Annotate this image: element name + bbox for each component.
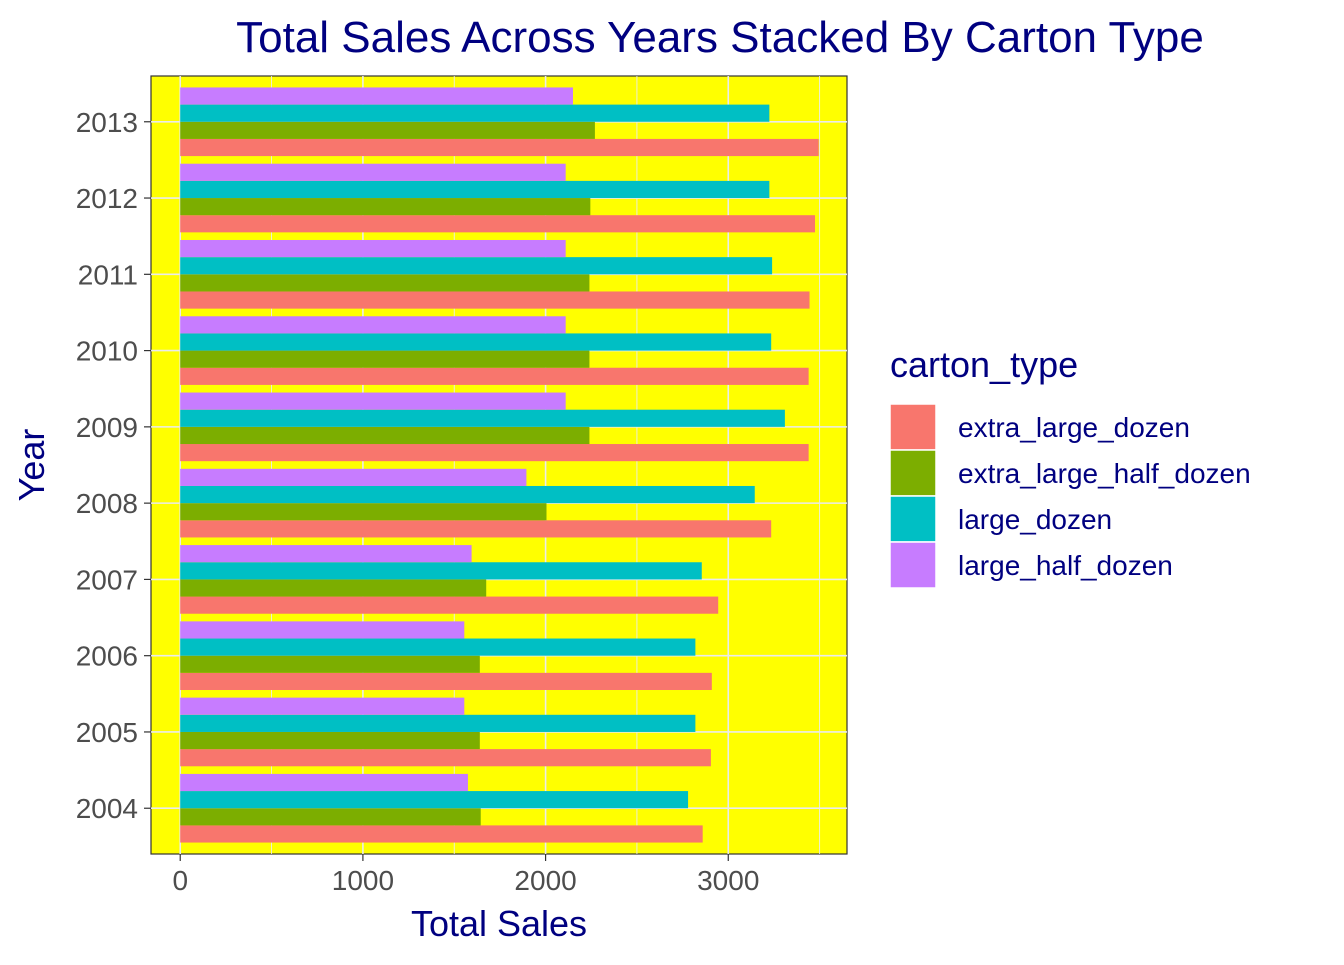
x-axis-title: Total Sales (411, 903, 587, 944)
bar-extra_large_half_dozen-2004 (180, 808, 481, 826)
bar-large_dozen-2008 (180, 485, 755, 504)
legend-label-extra_large_half_dozen: extra_large_half_dozen (958, 458, 1251, 489)
bar-large_half_dozen-2012 (180, 163, 566, 181)
bar-large_dozen-2006 (180, 638, 696, 656)
legend-label-large_half_dozen: large_half_dozen (958, 550, 1173, 581)
legend-title: carton_type (890, 344, 1078, 385)
bar-extra_large_dozen-2009 (180, 444, 809, 462)
bar-large_half_dozen-2008 (180, 468, 527, 486)
bar-extra_large_half_dozen-2013 (180, 121, 595, 139)
y-tick-label: 2010 (76, 336, 138, 367)
bar-large_dozen-2007 (180, 562, 702, 580)
y-tick-label: 2009 (76, 412, 138, 443)
y-tick-label: 2005 (76, 717, 138, 748)
bar-large_half_dozen-2005 (180, 697, 465, 715)
bar-extra_large_dozen-2007 (180, 596, 719, 614)
bar-extra_large_half_dozen-2011 (180, 274, 590, 292)
bar-extra_large_dozen-2008 (180, 520, 772, 538)
legend-swatch-extra_large_dozen (889, 403, 937, 451)
bar-large_dozen-2012 (180, 180, 770, 199)
x-tick-label: 3000 (697, 865, 759, 896)
bar-large_half_dozen-2006 (180, 621, 465, 639)
bar-extra_large_dozen-2010 (180, 367, 809, 385)
chart-title: Total Sales Across Years Stacked By Cart… (236, 13, 1204, 62)
x-tick-label: 0 (172, 865, 188, 896)
bar-large_dozen-2011 (180, 257, 773, 275)
bar-extra_large_dozen-2004 (180, 825, 703, 843)
bar-extra_large_dozen-2011 (180, 291, 810, 309)
bar-large_half_dozen-2010 (180, 316, 566, 334)
bar-extra_large_dozen-2006 (180, 672, 712, 691)
bar-extra_large_dozen-2005 (180, 749, 711, 767)
legend-swatch-large_dozen (889, 495, 937, 543)
bar-large_half_dozen-2004 (180, 773, 468, 792)
y-tick-label: 2012 (76, 183, 138, 214)
bar-extra_large_dozen-2013 (180, 138, 819, 157)
y-tick-label: 2011 (78, 259, 138, 290)
bar-large_dozen-2004 (180, 791, 689, 809)
bar-large_dozen-2009 (180, 409, 785, 427)
bar-large_half_dozen-2011 (180, 239, 566, 258)
x-tick-label: 2000 (514, 865, 576, 896)
bar-large_half_dozen-2009 (180, 392, 566, 410)
legend-label-extra_large_dozen: extra_large_dozen (958, 412, 1190, 443)
bar-large_dozen-2010 (180, 333, 772, 351)
x-tick-label: 1000 (332, 865, 394, 896)
y-tick-label: 2008 (76, 488, 138, 519)
bar-extra_large_half_dozen-2005 (180, 731, 480, 750)
bar-extra_large_half_dozen-2006 (180, 655, 480, 673)
y-axis-title: Year (11, 429, 52, 502)
bar-extra_large_half_dozen-2009 (180, 426, 590, 445)
legend: carton_type extra_large_dozen extra_large… (889, 344, 1251, 589)
legend-label-large_dozen: large_dozen (958, 504, 1112, 535)
bar-large_half_dozen-2013 (180, 87, 573, 105)
bar-extra_large_half_dozen-2008 (180, 503, 547, 521)
bar-extra_large_half_dozen-2012 (180, 198, 591, 216)
bar-extra_large_dozen-2012 (180, 215, 816, 233)
y-tick-label: 2007 (76, 564, 138, 595)
axes-layer: 0 1000 2000 3000 2004 2005 2006 2007 2008 2009 201… (76, 107, 760, 896)
bar-large_half_dozen-2007 (180, 545, 472, 563)
y-tick-label: 2004 (76, 793, 138, 824)
bar-large_dozen-2013 (180, 104, 770, 122)
bar-extra_large_half_dozen-2010 (180, 350, 590, 368)
legend-swatch-extra_large_half_dozen (889, 449, 937, 497)
bars-layer (180, 87, 819, 843)
legend-swatch-large_half_dozen (889, 541, 937, 589)
y-tick-label: 2006 (76, 641, 138, 672)
y-tick-label: 2013 (76, 107, 138, 138)
bar-large_dozen-2005 (180, 714, 696, 732)
bar-extra_large_half_dozen-2007 (180, 579, 487, 597)
